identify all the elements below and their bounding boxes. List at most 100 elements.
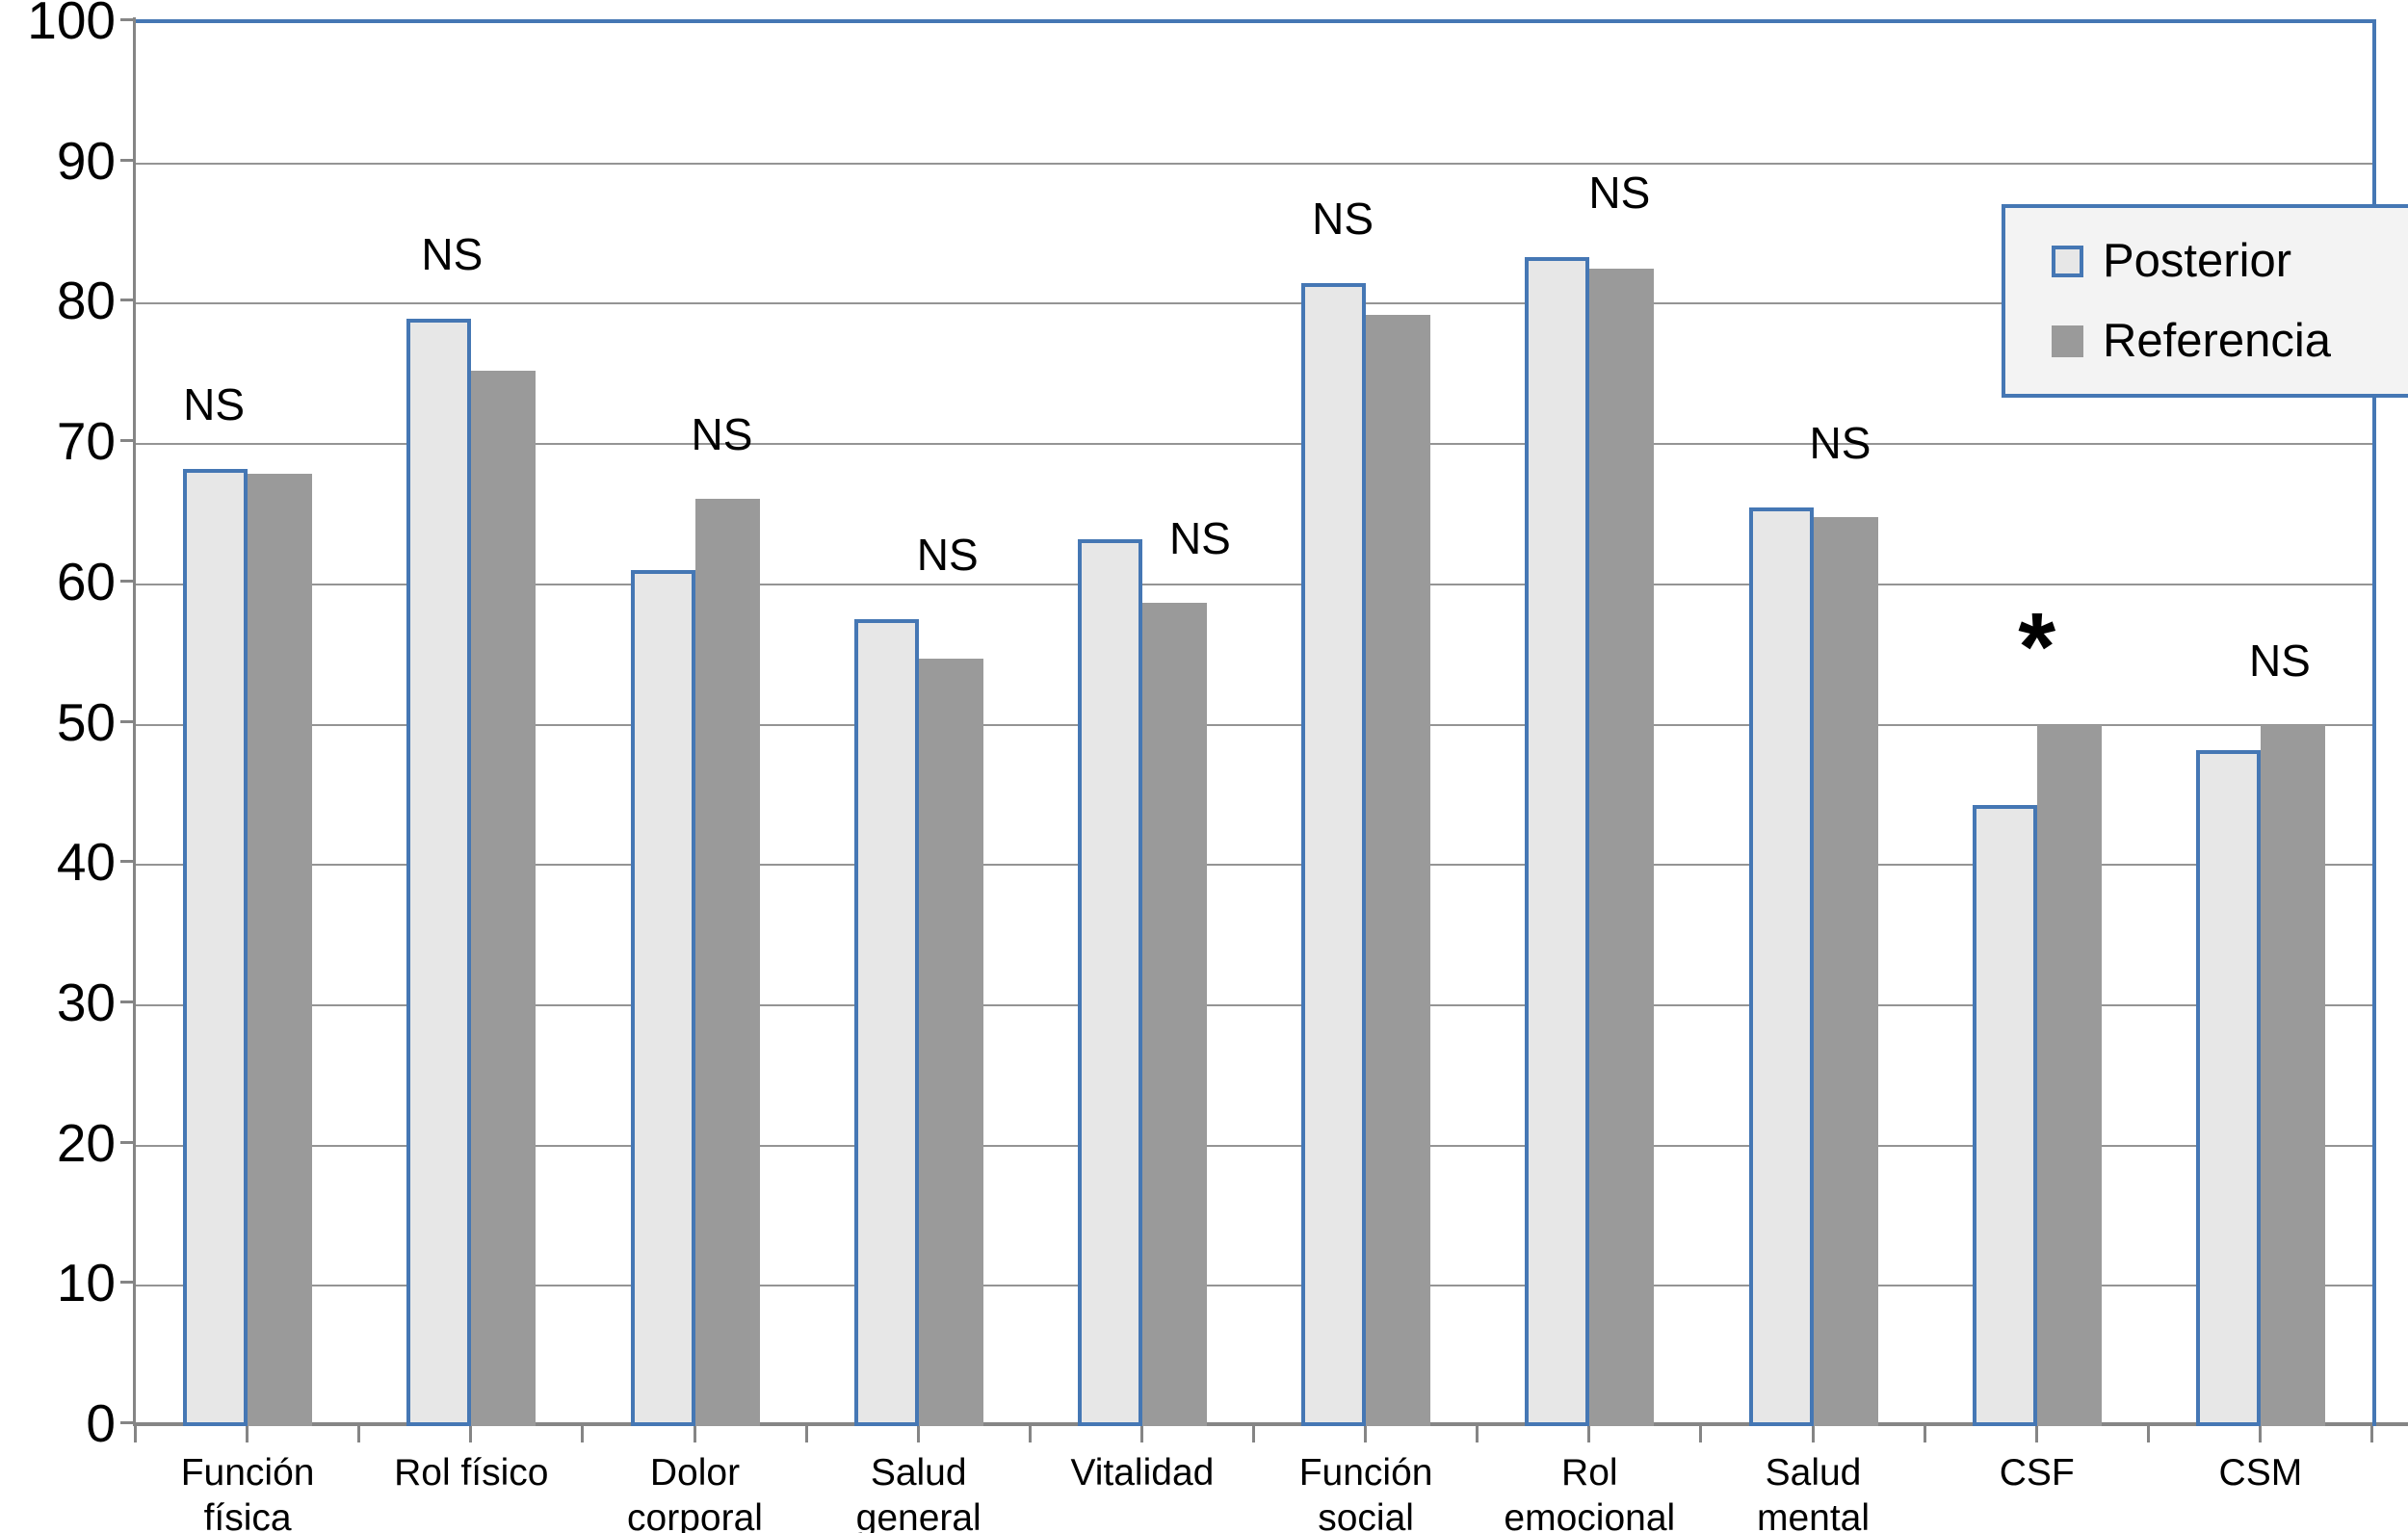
x-axis-label-6: Rol emocional bbox=[1445, 1450, 1734, 1533]
y-tick-100 bbox=[120, 18, 134, 21]
y-tick-label-10: 10 bbox=[56, 1253, 116, 1313]
x-axis-label-7: Salud mental bbox=[1669, 1450, 1958, 1533]
significance-annotation-5: NS bbox=[1312, 193, 1374, 244]
x-axis-label-line: Rol bbox=[1561, 1452, 1618, 1494]
x-axis-label-4: Vitalidad bbox=[998, 1450, 1287, 1495]
bar-referencia-1 bbox=[471, 371, 537, 1426]
x-axis-label-0: Función física bbox=[103, 1450, 392, 1533]
x-tick-20 bbox=[2370, 1426, 2373, 1442]
y-tick-label-100: 100 bbox=[27, 0, 116, 50]
bar-posterior-7 bbox=[1748, 507, 1814, 1426]
x-axis-label-9: CSM bbox=[2116, 1450, 2405, 1495]
y-tick-10 bbox=[120, 1281, 134, 1285]
bar-referencia-4 bbox=[1141, 602, 1207, 1426]
y-tick-40 bbox=[120, 860, 134, 864]
x-axis-label-2: Dolor corporal bbox=[551, 1450, 840, 1533]
gridline-60 bbox=[136, 583, 2372, 585]
legend-item-referencia: Referencia bbox=[2052, 314, 2408, 368]
y-tick-50 bbox=[120, 719, 134, 723]
x-axis-line bbox=[133, 1422, 2408, 1426]
bar-posterior-1 bbox=[406, 319, 472, 1426]
bar-referencia-5 bbox=[1366, 315, 1431, 1426]
bar-referencia-8 bbox=[2036, 724, 2102, 1426]
x-tick-10 bbox=[1252, 1426, 1255, 1442]
x-tick-0 bbox=[134, 1426, 137, 1442]
x-tick-13 bbox=[1587, 1426, 1591, 1442]
x-tick-16 bbox=[1923, 1426, 1926, 1442]
legend-label-posterior: Posterior bbox=[2103, 235, 2292, 287]
significance-annotation-2: NS bbox=[691, 408, 753, 459]
x-tick-6 bbox=[804, 1426, 808, 1442]
y-tick-30 bbox=[120, 1000, 134, 1003]
y-axis-line bbox=[133, 17, 136, 1426]
x-axis-label-3: Salud general bbox=[774, 1450, 1063, 1533]
x-axis-label-line: Función bbox=[180, 1452, 315, 1494]
x-axis-label-line: física bbox=[203, 1497, 292, 1533]
x-axis-label-line: CSM bbox=[2218, 1452, 2303, 1494]
y-tick-60 bbox=[120, 579, 134, 583]
y-tick-label-30: 30 bbox=[56, 972, 116, 1032]
x-axis-label-line: Vitalidad bbox=[1070, 1452, 1215, 1494]
gridline-90 bbox=[136, 162, 2372, 165]
x-tick-11 bbox=[1364, 1426, 1368, 1442]
x-axis-label-line: social bbox=[1318, 1497, 1414, 1533]
x-tick-1 bbox=[246, 1426, 249, 1442]
bar-posterior-2 bbox=[630, 570, 695, 1426]
referencia-swatch-icon bbox=[2052, 325, 2083, 357]
y-tick-90 bbox=[120, 158, 134, 162]
y-tick-label-60: 60 bbox=[56, 551, 116, 611]
x-axis-label-line: emocional bbox=[1504, 1497, 1676, 1533]
x-tick-3 bbox=[469, 1426, 473, 1442]
x-axis-label-line: Función bbox=[1298, 1452, 1433, 1494]
gridline-50 bbox=[136, 723, 2372, 726]
legend-item-posterior: Posterior bbox=[2052, 234, 2408, 288]
x-axis-label-5: Función social bbox=[1221, 1450, 1510, 1533]
bar-posterior-9 bbox=[2195, 749, 2261, 1426]
x-axis-label-line: CSF bbox=[1999, 1452, 2075, 1494]
significance-annotation-1: NS bbox=[421, 229, 484, 280]
gridline-70 bbox=[136, 443, 2372, 446]
y-tick-80 bbox=[120, 299, 134, 302]
x-axis-label-line: Salud bbox=[1765, 1452, 1862, 1494]
bar-referencia-3 bbox=[918, 659, 983, 1426]
legend-label-referencia: Referencia bbox=[2103, 315, 2331, 367]
bar-referencia-7 bbox=[1813, 516, 1878, 1426]
gridline-10 bbox=[136, 1285, 2372, 1287]
x-axis-label-line: Dolor bbox=[649, 1452, 741, 1494]
y-tick-label-70: 70 bbox=[56, 411, 116, 472]
gridline-20 bbox=[136, 1144, 2372, 1147]
x-axis-label-line: general bbox=[855, 1497, 982, 1533]
x-tick-18 bbox=[2146, 1426, 2150, 1442]
x-tick-8 bbox=[1028, 1426, 1032, 1442]
gridline-80 bbox=[136, 302, 2372, 305]
significance-annotation-8: * bbox=[2018, 592, 2056, 701]
x-axis-label-line: Rol físico bbox=[394, 1452, 549, 1494]
bar-referencia-2 bbox=[694, 498, 760, 1426]
y-tick-label-90: 90 bbox=[56, 130, 116, 191]
x-axis-label-8: CSF bbox=[1893, 1450, 2182, 1495]
x-tick-14 bbox=[1699, 1426, 1703, 1442]
y-tick-70 bbox=[120, 439, 134, 443]
x-tick-17 bbox=[2034, 1426, 2038, 1442]
plot-area: NS NS NS NS NS NS NS NS * NS bbox=[136, 19, 2376, 1426]
x-axis-label-line: corporal bbox=[627, 1497, 763, 1533]
posterior-swatch-icon bbox=[2052, 245, 2083, 277]
bar-referencia-0 bbox=[248, 473, 313, 1426]
bar-posterior-3 bbox=[853, 619, 919, 1426]
bar-posterior-5 bbox=[1301, 282, 1367, 1426]
x-tick-2 bbox=[357, 1426, 361, 1442]
x-tick-4 bbox=[581, 1426, 585, 1442]
x-axis-label-1: Rol físico bbox=[327, 1450, 615, 1495]
y-tick-label-40: 40 bbox=[56, 832, 116, 893]
x-tick-9 bbox=[1139, 1426, 1143, 1442]
y-tick-0 bbox=[120, 1421, 134, 1424]
y-tick-label-80: 80 bbox=[56, 271, 116, 331]
significance-annotation-0: NS bbox=[183, 379, 246, 430]
x-tick-12 bbox=[1476, 1426, 1479, 1442]
bar-referencia-6 bbox=[1589, 268, 1655, 1426]
bar-posterior-0 bbox=[183, 469, 249, 1426]
x-axis-label-line: Salud bbox=[870, 1452, 967, 1494]
x-tick-5 bbox=[693, 1426, 696, 1442]
x-tick-15 bbox=[1811, 1426, 1815, 1442]
y-tick-label-50: 50 bbox=[56, 691, 116, 752]
